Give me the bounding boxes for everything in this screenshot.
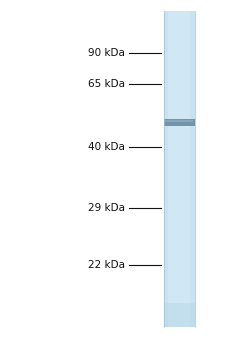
Text: 65 kDa: 65 kDa <box>88 78 125 89</box>
Bar <box>164 11 195 327</box>
Bar <box>164 303 195 327</box>
Bar <box>165 120 193 122</box>
Bar <box>164 119 195 126</box>
Bar <box>168 11 190 327</box>
Text: 90 kDa: 90 kDa <box>88 48 125 58</box>
Text: 22 kDa: 22 kDa <box>88 260 125 269</box>
Text: 40 kDa: 40 kDa <box>88 142 125 152</box>
Text: 29 kDa: 29 kDa <box>88 202 125 213</box>
